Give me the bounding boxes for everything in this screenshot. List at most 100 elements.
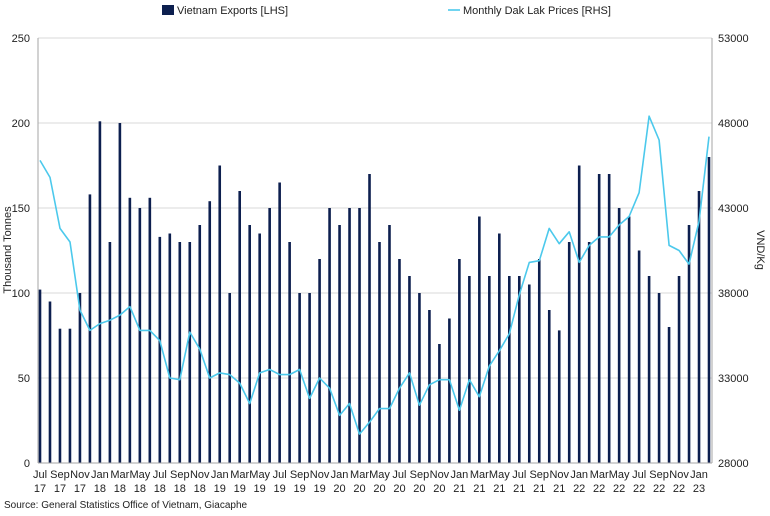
legend-label-exports: Vietnam Exports [LHS] — [177, 5, 288, 17]
x-tick-year: 18 — [114, 483, 126, 495]
right-tick-label: 38000 — [718, 288, 749, 300]
legend-label-prices: Monthly Dak Lak Prices [RHS] — [463, 5, 611, 17]
x-tick-year: 22 — [573, 483, 585, 495]
export-bar — [617, 208, 621, 463]
export-bar — [248, 225, 251, 463]
x-tick-month: May — [129, 469, 150, 481]
x-tick-year: 20 — [333, 483, 345, 495]
export-bar — [657, 293, 661, 463]
x-tick-year: 19 — [214, 483, 226, 495]
right-tick-label: 33000 — [718, 373, 749, 385]
x-tick-year: 20 — [393, 483, 405, 495]
x-tick-year: 21 — [553, 483, 565, 495]
export-bar — [468, 276, 471, 463]
export-bar — [488, 276, 491, 463]
x-tick-year: 22 — [653, 483, 665, 495]
left-tick-label: 50 — [18, 373, 30, 385]
right-axis-ticks: 28000 33000 38000 43000 48000 53000 — [718, 33, 749, 470]
export-bar — [667, 327, 671, 463]
source-note: Source: General Statistics Office of Vie… — [4, 500, 248, 511]
x-tick-year: 21 — [473, 483, 485, 495]
left-tick-label: 100 — [12, 288, 30, 300]
export-bar — [438, 344, 441, 463]
export-bar — [607, 174, 611, 463]
x-tick-month: Jan — [331, 469, 349, 481]
x-tick-year: 22 — [673, 483, 685, 495]
export-bar — [288, 242, 291, 463]
export-bar — [228, 293, 232, 463]
export-bar — [158, 236, 162, 463]
export-bar — [368, 174, 371, 463]
legend-swatch-exports — [162, 5, 174, 15]
export-bar — [348, 208, 351, 463]
x-tick-year: 21 — [513, 483, 525, 495]
export-bar — [198, 225, 202, 463]
export-bar — [697, 191, 701, 463]
export-bar — [557, 330, 561, 463]
x-tick-month: Mar — [470, 469, 489, 481]
x-axis-ticks: Jul17Sep17Nov17Jan18Mar18May18Jul18Sep18… — [33, 469, 708, 495]
x-tick-month: Mar — [590, 469, 609, 481]
x-tick-month: Jul — [273, 469, 287, 481]
x-tick-month: Sep — [290, 469, 310, 481]
export-bar — [298, 293, 301, 463]
export-bar — [647, 276, 651, 463]
x-tick-month: May — [489, 469, 510, 481]
x-tick-year: 18 — [154, 483, 166, 495]
export-bar — [687, 225, 691, 463]
export-bar — [408, 276, 411, 463]
export-bar — [328, 208, 331, 463]
x-tick-month: Sep — [649, 469, 669, 481]
x-tick-year: 23 — [693, 483, 705, 495]
export-bar — [537, 259, 541, 463]
export-bar — [168, 233, 172, 463]
right-tick-label: 43000 — [718, 203, 749, 215]
left-tick-label: 0 — [24, 458, 30, 470]
export-bar — [448, 318, 451, 463]
export-bar — [178, 242, 182, 463]
export-bar — [98, 121, 102, 464]
export-bar — [388, 225, 391, 463]
export-bar — [318, 259, 321, 463]
x-tick-month: Mar — [230, 469, 249, 481]
x-tick-year: 22 — [633, 483, 645, 495]
x-tick-year: 18 — [134, 483, 146, 495]
export-bar — [677, 276, 681, 463]
x-tick-month: Nov — [70, 469, 90, 481]
x-tick-year: 21 — [453, 483, 465, 495]
right-axis-title: VND/Kg — [754, 230, 766, 270]
x-tick-month: Sep — [50, 469, 70, 481]
right-tick-label: 53000 — [718, 33, 749, 45]
x-tick-month: Jan — [451, 469, 469, 481]
export-bar — [517, 276, 521, 463]
x-tick-month: Sep — [170, 469, 190, 481]
legend: Vietnam Exports [LHS] Monthly Dak Lak Pr… — [162, 5, 611, 17]
x-tick-month: Jan — [211, 469, 229, 481]
x-tick-month: Jul — [392, 469, 406, 481]
x-tick-year: 19 — [293, 483, 305, 495]
x-tick-month: May — [369, 469, 390, 481]
x-tick-year: 22 — [593, 483, 605, 495]
x-tick-year: 20 — [373, 483, 385, 495]
export-bar — [398, 259, 401, 463]
x-tick-month: Jul — [153, 469, 167, 481]
export-bar — [358, 208, 361, 463]
x-tick-month: Nov — [549, 469, 569, 481]
x-tick-month: Sep — [529, 469, 549, 481]
export-bar — [597, 174, 601, 463]
export-bar — [567, 242, 571, 463]
x-tick-year: 20 — [413, 483, 425, 495]
export-bar — [478, 216, 481, 463]
export-bar — [308, 293, 311, 463]
x-tick-month: Nov — [430, 469, 450, 481]
left-tick-label: 200 — [12, 118, 30, 130]
x-tick-month: Nov — [190, 469, 210, 481]
export-bar — [458, 259, 461, 463]
x-tick-year: 19 — [254, 483, 266, 495]
export-bar — [378, 242, 381, 463]
right-tick-label: 28000 — [718, 458, 749, 470]
export-bar — [418, 293, 421, 463]
export-bar — [498, 233, 501, 463]
x-tick-month: Jul — [632, 469, 646, 481]
left-axis-title: Thousand Tonnes — [2, 206, 14, 294]
